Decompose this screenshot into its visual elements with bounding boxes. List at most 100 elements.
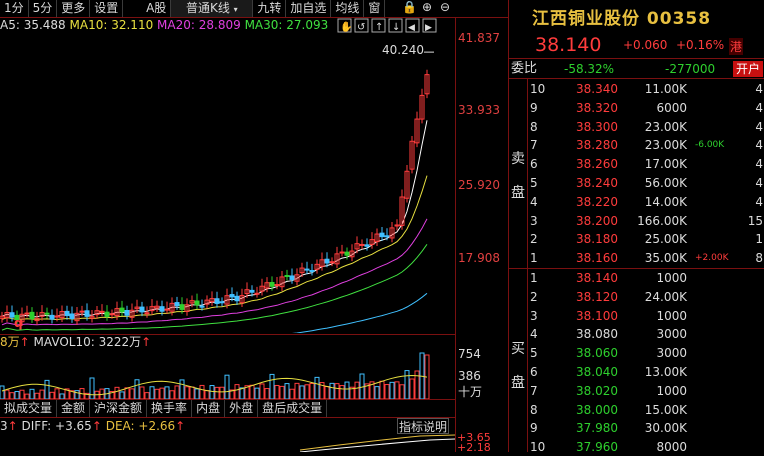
market-a-share-tab[interactable]: A股 (123, 0, 172, 17)
arrow-down-icon[interactable]: ↓ (388, 18, 403, 33)
nine-turn-button[interactable]: 九转 (253, 0, 287, 17)
ask-row[interactable]: 1 38.160 35.00K +2.00K 8 (509, 249, 764, 267)
macd-chart[interactable] (0, 434, 455, 452)
ask-row[interactable]: 8 38.300 23.00K 4 (509, 118, 764, 136)
volume-bar (254, 387, 260, 399)
settings-tab[interactable]: 设置 (90, 0, 124, 17)
volume-bar (389, 381, 395, 399)
arrow-up-icon: ↑ (141, 335, 152, 349)
ask-row[interactable]: 7 38.280 23.00K -6.00K 4 (509, 136, 764, 154)
zoom-reset-icon[interactable]: ↺ (354, 18, 369, 33)
volume-bar (34, 392, 40, 399)
ma30-line (1, 244, 428, 331)
volume-chart[interactable] (0, 349, 455, 399)
hand-icon[interactable]: ✋ (337, 18, 352, 33)
pan-left-icon[interactable]: ◀ (405, 18, 420, 33)
volume-bar (149, 386, 155, 399)
candle-body (134, 306, 140, 310)
bid-level: 9 (530, 421, 538, 436)
bid-row[interactable]: 2 38.120 24.00K (509, 288, 764, 306)
plus-circle-icon[interactable]: ⊕ (422, 0, 433, 14)
candle-body (334, 253, 340, 265)
macd-diff-value: DIFF: +3.65 (21, 419, 92, 433)
period-1min-tab[interactable]: 1分 (0, 0, 29, 17)
ask-volume: 23.00K (644, 119, 687, 134)
ask-row[interactable]: 3 38.200 166.00K 15 (509, 212, 764, 230)
price-bar: 38.140 +0.060 +0.16% 港 (509, 32, 764, 59)
candle-body (419, 94, 425, 120)
open-account-button[interactable]: 开户 (733, 61, 764, 77)
volume-bar (19, 389, 25, 399)
candle-body (254, 292, 260, 295)
tab-hs-amount[interactable]: 沪深金额 (90, 400, 148, 417)
svg-text:◀: ◀ (408, 23, 415, 33)
indicator-help-button[interactable]: 指标说明 (397, 418, 449, 434)
candle-body (299, 267, 305, 274)
window-button[interactable]: 窗 (364, 0, 386, 17)
tab-after-hours[interactable]: 盘后成交量 (258, 400, 328, 417)
bid-row[interactable]: 6 38.040 13.00K (509, 363, 764, 381)
bid-row[interactable]: 3 38.100 1000 (509, 307, 764, 325)
bid-price: 38.140 (576, 271, 618, 285)
bid-volume: 24.00K (644, 289, 687, 304)
volume-bar (399, 384, 405, 399)
ask-price: 38.220 (576, 194, 618, 209)
ask-row[interactable]: 2 38.180 25.00K 1 (509, 230, 764, 248)
ask-extra: 4 (755, 176, 763, 190)
add-favorite-button[interactable]: 加自选 (286, 0, 332, 17)
bid-price: 38.080 (576, 327, 618, 342)
bid-row[interactable]: 5 38.060 3000 (509, 344, 764, 362)
ask-level: 2 (530, 232, 538, 247)
moving-average-button[interactable]: 均线 (331, 0, 365, 17)
tab-inner[interactable]: 内盘 (192, 400, 226, 417)
ask-level: 7 (530, 138, 538, 153)
ask-row[interactable]: 10 38.340 11.00K 4 (509, 80, 764, 98)
tab-outer[interactable]: 外盘 (225, 400, 259, 417)
bid-level: 10 (530, 440, 546, 455)
lock-icon[interactable]: 🔒 (402, 0, 417, 14)
bid-row[interactable]: 4 38.080 3000 (509, 325, 764, 343)
tab-amount[interactable]: 金额 (57, 400, 91, 417)
kline-type-select[interactable]: 普通K线 ▾ (171, 0, 254, 17)
ask-volume: 35.00K (644, 251, 687, 266)
volume-bar (204, 390, 210, 399)
candle-body (204, 299, 210, 305)
bid-row[interactable]: 9 37.980 30.00K (509, 419, 764, 437)
ask-row[interactable]: 9 38.320 6000 4 (509, 99, 764, 117)
ma10-value: MA10: 32.110 (69, 18, 154, 32)
volume-bar (304, 384, 310, 399)
tab-turnover[interactable]: 换手率 (147, 400, 193, 417)
pan-right-icon[interactable]: ▶ (422, 18, 437, 33)
ask-row[interactable]: 4 38.220 14.00K 4 (509, 193, 764, 211)
candle-body (394, 224, 400, 227)
volume-bar (294, 382, 300, 399)
volume-bar (209, 385, 215, 399)
volume-bar (124, 387, 130, 399)
volume-bar (394, 381, 400, 399)
ask-price: 38.320 (576, 100, 618, 115)
arrow-up-icon[interactable]: ↑ (371, 18, 386, 33)
ask-row[interactable]: 5 38.240 56.00K 4 (509, 174, 764, 192)
candle-body (304, 268, 310, 271)
candle-body (379, 232, 385, 238)
bid-level: 6 (530, 365, 538, 379)
volume-bar (54, 388, 60, 399)
period-5min-tab[interactable]: 5分 (29, 0, 58, 17)
bid-row[interactable]: 7 38.020 1000 (509, 382, 764, 400)
macd-axis-label: +2.18 (457, 441, 491, 454)
more-periods-tab[interactable]: 更多 (57, 0, 91, 17)
candle-body (124, 309, 130, 316)
price-change: +0.060 (623, 38, 668, 52)
candle-body (389, 227, 395, 239)
tab-volume[interactable]: 拟成交量 (0, 400, 58, 417)
minus-circle-icon[interactable]: ⊖ (440, 0, 451, 14)
volume-bar (289, 388, 295, 399)
bid-row[interactable]: 1 38.140 1000 (509, 269, 764, 287)
kline-chart[interactable] (0, 33, 455, 333)
ask-row[interactable]: 6 38.260 17.00K 4 (509, 155, 764, 173)
candle-body (249, 289, 255, 293)
bid-row[interactable]: 10 37.960 8000 (509, 438, 764, 456)
ratio-label: 委比 (511, 61, 538, 76)
bid-row[interactable]: 8 38.000 15.00K (509, 401, 764, 419)
candle-body (94, 310, 100, 316)
